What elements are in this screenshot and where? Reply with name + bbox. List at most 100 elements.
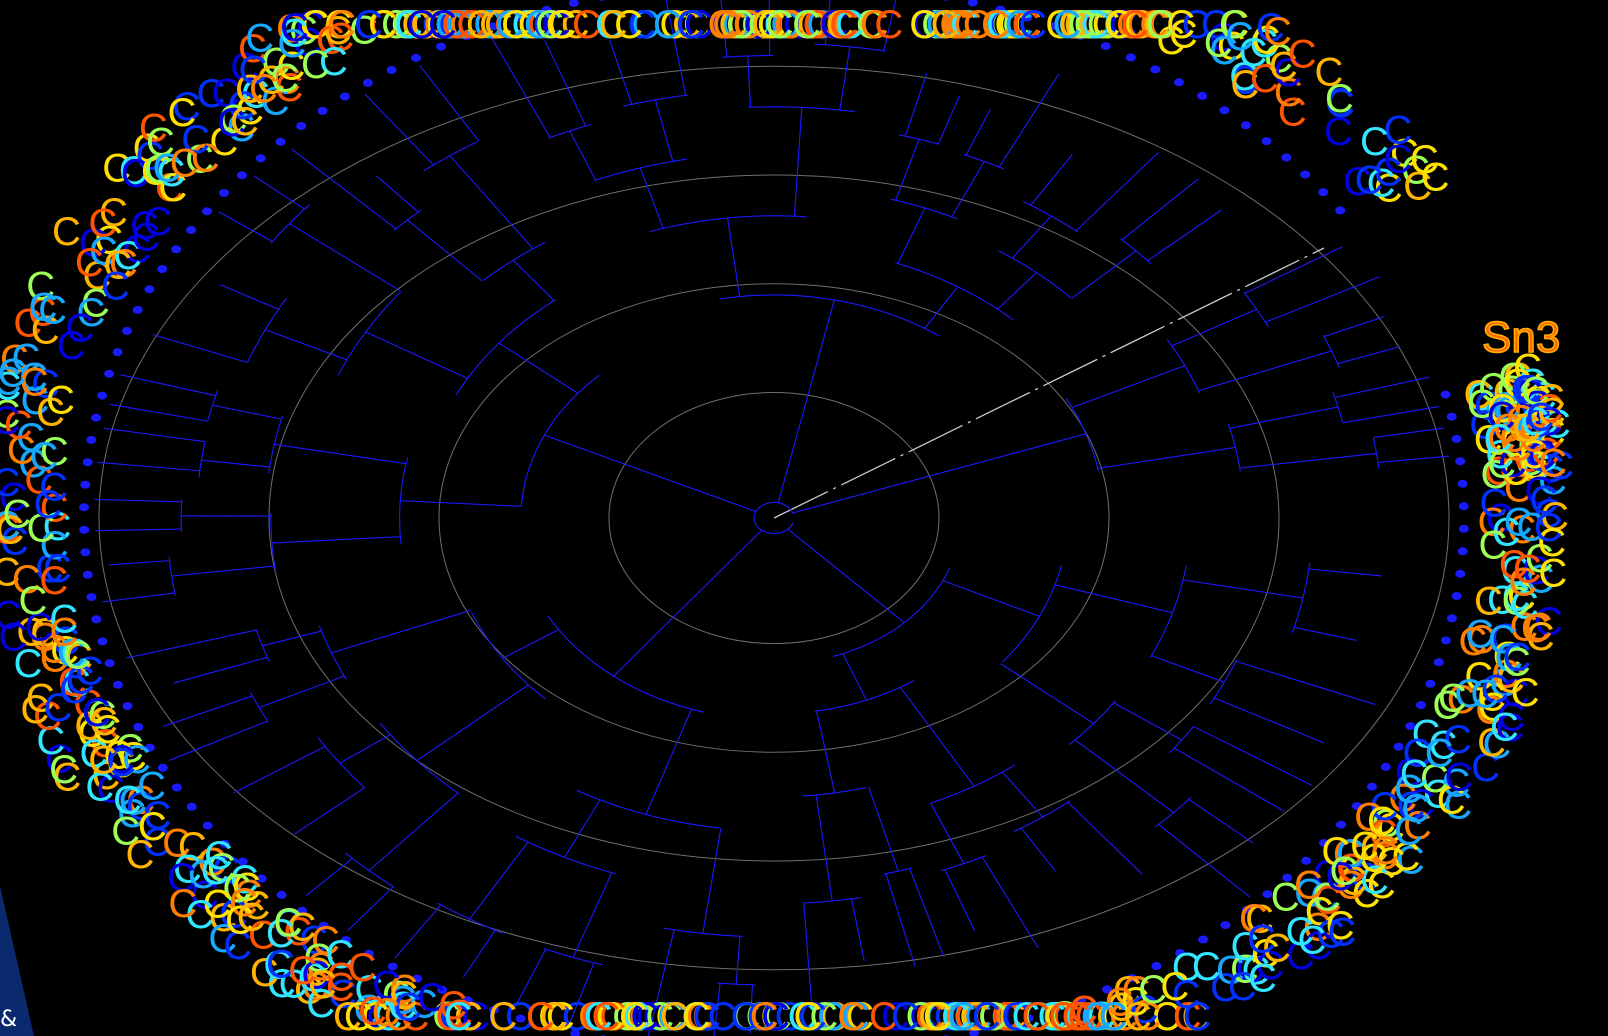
leaf-label[interactable]: C [1401,149,1430,193]
leaf-label[interactable]: C [1519,382,1548,426]
leaf-label[interactable]: C [1245,898,1274,942]
leaf-label[interactable]: C [432,995,461,1036]
leaf-label[interactable]: C [1515,409,1544,453]
leaf-label[interactable]: C [1441,762,1470,806]
leaf-label[interactable]: C [235,67,264,111]
leaf-label[interactable]: C [417,976,446,1020]
leaf-label[interactable]: C [1478,366,1507,410]
leaf-label[interactable]: C [676,3,705,47]
leaf-label[interactable]: C [1059,3,1088,47]
leaf-label[interactable]: C [1336,847,1365,891]
leaf-label[interactable]: C [65,307,94,351]
leaf-label[interactable]: C [1087,995,1116,1036]
leaf-label[interactable]: C [449,3,478,47]
leaf-label[interactable]: C [1116,3,1145,47]
leaf-label[interactable]: C [730,995,759,1036]
leaf-label[interactable]: C [168,91,197,135]
leaf-label[interactable]: C [1384,108,1413,152]
leaf-label[interactable]: C [1012,3,1041,47]
leaf-label[interactable]: C [829,3,858,47]
leaf-label[interactable]: C [57,632,86,676]
leaf-label[interactable]: C [75,241,104,285]
leaf-label[interactable]: C [1485,433,1514,477]
leaf-label[interactable]: C [1512,407,1541,451]
leaf-label[interactable]: C [248,913,277,957]
leaf-label[interactable]: C [79,221,108,265]
leaf-label[interactable]: C [121,152,150,196]
leaf-label[interactable]: C [126,784,155,828]
leaf-label[interactable]: C [1529,478,1558,522]
leaf-label[interactable]: C [438,3,467,47]
leaf-label[interactable]: C [143,794,172,838]
leaf-label[interactable]: C [266,942,295,986]
leaf-label[interactable]: C [708,995,737,1036]
leaf-label[interactable]: C [526,995,555,1036]
leaf-label[interactable]: C [763,995,792,1036]
leaf-label[interactable]: C [1465,613,1494,657]
leaf-label[interactable]: C [280,12,309,56]
leaf-label[interactable]: C [1443,718,1472,762]
leaf-label[interactable]: C [797,3,826,47]
leaf-label[interactable]: C [1325,77,1354,121]
leaf-label[interactable]: C [235,89,264,133]
leaf-label[interactable]: C [49,597,78,641]
leaf-label[interactable]: C [918,995,947,1036]
leaf-label[interactable]: C [1501,449,1530,493]
leaf-label[interactable]: C [774,3,803,47]
leaf-label[interactable]: C [1012,995,1041,1036]
leaf-label[interactable]: C [209,896,238,940]
leaf-label[interactable]: C [62,662,91,706]
leaf-label[interactable]: C [284,910,313,954]
leaf-label[interactable]: C [726,3,755,47]
leaf-label[interactable]: C [1182,3,1211,47]
leaf-label[interactable]: C [274,902,303,946]
leaf-label[interactable]: C [66,659,95,703]
leaf-label[interactable]: C [96,768,125,812]
leaf-label[interactable]: C [256,59,285,103]
leaf-label[interactable]: C [388,978,417,1022]
leaf-label[interactable]: C [963,995,992,1036]
leaf-label[interactable]: C [301,954,330,998]
leaf-label[interactable]: C [1230,63,1259,107]
leaf-label[interactable]: C [1493,635,1522,679]
leaf-label[interactable]: C [103,243,132,287]
leaf-label[interactable]: C [203,882,232,926]
leaf-label[interactable]: C [1521,445,1550,489]
leaf-label[interactable]: C [201,849,230,893]
leaf-label[interactable]: C [793,995,822,1036]
leaf-label[interactable]: C [1216,949,1245,993]
leaf-label[interactable]: C [409,982,438,1026]
leaf-label[interactable]: C [484,3,513,47]
leaf-label[interactable]: C [326,965,355,1009]
leaf-label[interactable]: C [856,3,885,47]
leaf-label[interactable]: C [1499,543,1528,587]
leaf-label[interactable]: C [222,867,251,911]
leaf-label[interactable]: C [1360,827,1389,871]
leaf-label[interactable]: C [1501,672,1530,716]
leaf-label[interactable]: C [1513,346,1542,390]
leaf-label[interactable]: C [461,995,490,1036]
leaf-label[interactable]: C [1123,3,1152,47]
leaf-label[interactable]: C [30,435,59,479]
leaf-label[interactable]: C [0,519,29,563]
leaf-label[interactable]: C [1247,918,1276,962]
leaf-label[interactable]: C [1156,19,1185,63]
leaf-label[interactable]: C [1374,167,1403,211]
leaf-label[interactable]: C [1395,751,1424,795]
leaf-label[interactable]: C [89,230,118,274]
leaf-label[interactable]: C [40,524,69,568]
leaf-label[interactable]: C [546,3,575,47]
leaf-label[interactable]: C [444,995,473,1036]
leaf-label[interactable]: C [204,834,233,878]
leaf-label[interactable]: C [792,3,821,47]
leaf-label[interactable]: C [88,693,117,737]
leaf-label[interactable]: C [1481,667,1510,711]
leaf-label[interactable]: C [298,956,327,1000]
leaf-label[interactable]: C [301,3,330,47]
leaf-label[interactable]: C [1524,470,1553,514]
leaf-label[interactable]: C [505,995,534,1036]
leaf-label[interactable]: C [324,3,353,47]
leaf-label[interactable]: C [908,995,937,1036]
leaf-label[interactable]: C [1355,159,1384,203]
leaf-label[interactable]: C [293,21,322,65]
